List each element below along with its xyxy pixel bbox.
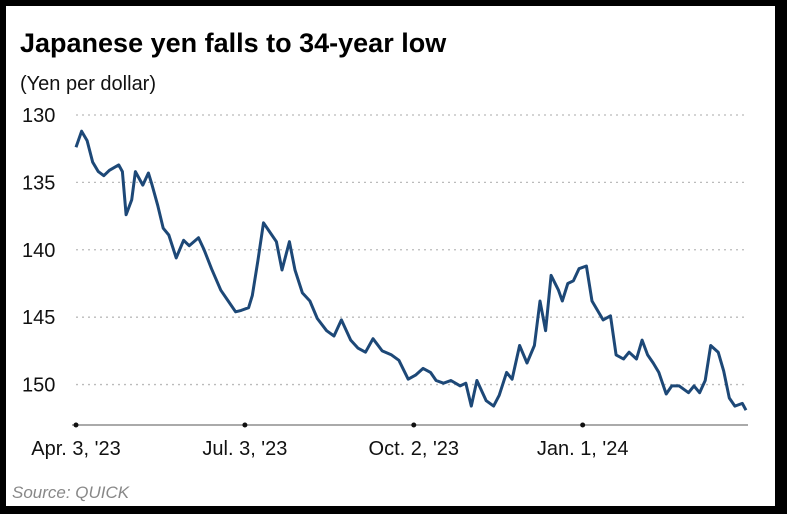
x-tick (242, 422, 248, 428)
x-tick (580, 422, 586, 428)
x-tick (73, 422, 79, 428)
y-tick-label: 135 (22, 172, 55, 194)
x-tick-label: Jul. 3, '23 (202, 438, 287, 460)
x-tick-label: Apr. 3, '23 (31, 438, 120, 460)
x-tick-label: Oct. 2, '23 (369, 438, 460, 460)
y-tick-label: 145 (22, 307, 55, 329)
source: Source: QUICK (12, 483, 130, 502)
x-tick-label: Jan. 1, '24 (537, 438, 629, 460)
x-tick (411, 422, 417, 428)
chart-title: Japanese yen falls to 34-year low (20, 28, 447, 58)
data-line (74, 129, 748, 411)
y-tick-label: 140 (22, 240, 55, 262)
y-tick-label: 130 (22, 105, 55, 127)
y-tick-label: 150 (22, 375, 55, 397)
chart-subtitle: (Yen per dollar) (20, 73, 156, 95)
panel (6, 6, 775, 506)
